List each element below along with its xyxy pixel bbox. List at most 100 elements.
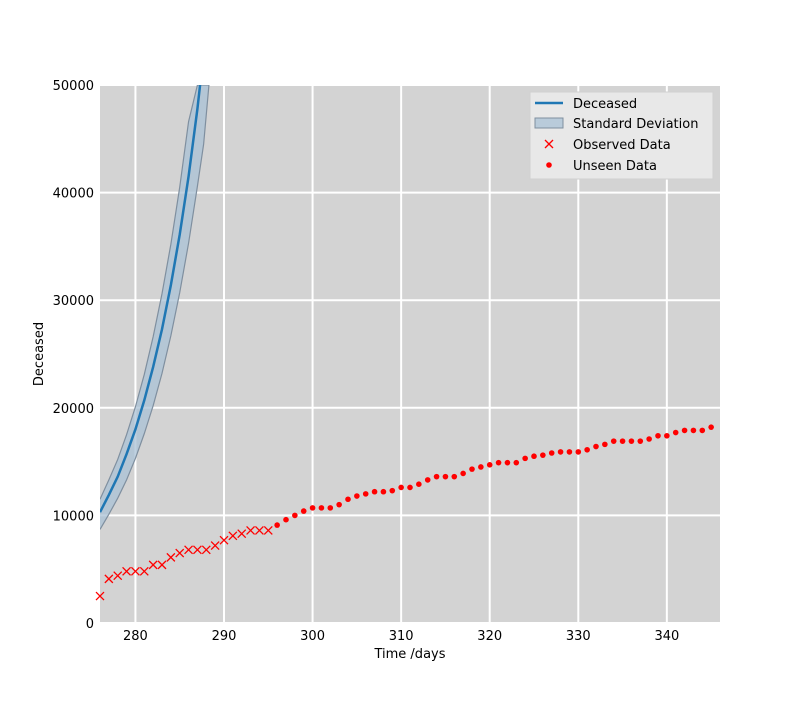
unseen-point <box>655 432 661 439</box>
deceased-line <box>100 85 202 513</box>
observed-point <box>237 529 247 539</box>
x-axis-label: Time /days <box>373 647 445 662</box>
y-tick-label: 30000 <box>53 294 94 309</box>
unseen-point <box>610 438 617 444</box>
std-band-fill <box>100 85 209 530</box>
observed-point <box>201 545 211 555</box>
legend-unseen-label: Unseen Data <box>573 159 657 174</box>
y-tick-label: 40000 <box>53 187 94 202</box>
unseen-point <box>602 441 608 448</box>
unseen-point <box>531 453 537 460</box>
x-tick-label: 320 <box>477 629 502 644</box>
unseen-point <box>504 459 511 466</box>
y-tick-label: 0 <box>86 617 94 632</box>
x-tick-label: 290 <box>212 629 237 644</box>
unseen-point <box>646 436 652 442</box>
observed-point <box>139 566 149 576</box>
unseen-point <box>637 438 644 444</box>
unseen-point <box>522 455 528 462</box>
legend-deceased-label: Deceased <box>573 97 637 112</box>
unseen-point <box>540 452 546 458</box>
unseen-point <box>664 432 670 439</box>
data-points <box>95 424 714 601</box>
unseen-point <box>566 449 573 455</box>
unseen-point <box>593 443 599 450</box>
observed-point <box>104 574 114 584</box>
unseen-point <box>548 450 555 456</box>
observed-point <box>166 552 176 562</box>
unseen-point <box>380 488 387 495</box>
observed-point <box>246 526 256 535</box>
unseen-point <box>584 446 590 453</box>
x-tick-label: 300 <box>300 629 325 644</box>
unseen-point <box>371 488 378 495</box>
unseen-point <box>424 477 431 483</box>
unseen-point <box>708 424 714 430</box>
unseen-point <box>486 462 493 468</box>
legend-observed-marker <box>544 139 554 149</box>
unseen-point <box>345 496 351 503</box>
unseen-point <box>309 505 316 511</box>
observed-point <box>122 566 132 576</box>
unseen-point <box>362 491 369 497</box>
unseen-point <box>327 505 334 511</box>
observed-point <box>95 591 105 601</box>
unseen-point <box>513 459 520 466</box>
unseen-point <box>619 438 626 444</box>
observed-point <box>130 566 140 576</box>
tick-labels: 280 290 300 310 320 330 340 0 10000 20000 30000 400… <box>53 79 680 644</box>
standard-deviation-band <box>100 85 210 530</box>
unseen-point <box>495 459 502 466</box>
unseen-point <box>292 512 298 519</box>
unseen-point <box>274 522 280 528</box>
observed-point <box>210 541 220 550</box>
legend-std-label: Standard Deviation <box>573 117 698 132</box>
deceased-line-layer <box>100 85 202 513</box>
unseen-point <box>557 449 564 455</box>
unseen-point <box>300 508 307 514</box>
observed-point <box>254 526 264 535</box>
unseen-point <box>318 505 325 511</box>
unseen-point <box>336 501 342 508</box>
observed-point <box>148 560 158 570</box>
observed-point <box>228 531 238 541</box>
std-band-upper-edge <box>100 85 209 500</box>
unseen-point <box>672 429 679 436</box>
legend-unseen-marker <box>546 162 552 168</box>
observed-point <box>219 535 229 545</box>
legend-observed-label: Observed Data <box>573 138 671 153</box>
legend-std-swatch <box>534 117 564 129</box>
unseen-point <box>398 484 404 491</box>
observed-point <box>192 545 202 555</box>
legend-box <box>529 91 714 180</box>
unseen-point <box>407 484 413 491</box>
unseen-point <box>354 493 360 499</box>
unseen-point <box>283 516 289 523</box>
y-tick-label: 10000 <box>53 509 94 524</box>
observed-point <box>263 526 273 535</box>
x-tick-label: 330 <box>566 629 591 644</box>
legend: Deceased Standard Deviation Observed Dat… <box>529 91 714 180</box>
unseen-point <box>690 427 697 434</box>
unseen-point <box>433 473 440 480</box>
std-band-lower-edge <box>100 85 210 530</box>
x-tick-label: 310 <box>389 629 414 644</box>
unseen-point <box>699 427 706 434</box>
y-axis-label: Deceased <box>32 322 47 386</box>
observed-point <box>157 560 167 570</box>
unseen-point <box>416 481 422 487</box>
unseen-point <box>681 427 688 434</box>
unseen-point <box>389 487 396 494</box>
unseen-point <box>575 449 582 455</box>
grid <box>100 84 720 624</box>
observed-point <box>184 545 194 555</box>
observed-point <box>175 548 185 558</box>
observed-point <box>113 571 123 581</box>
unseen-point <box>628 438 635 444</box>
unseen-point <box>451 473 458 480</box>
y-tick-label: 20000 <box>53 402 94 417</box>
x-tick-label: 280 <box>123 629 148 644</box>
unseen-point <box>469 466 475 472</box>
